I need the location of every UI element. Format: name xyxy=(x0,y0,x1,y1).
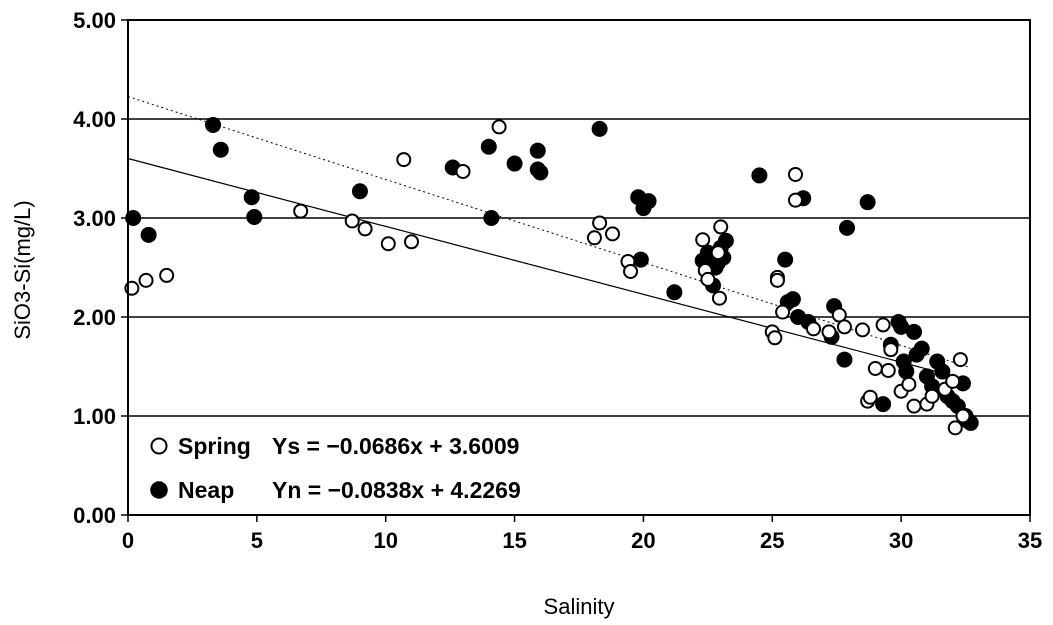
point-neap xyxy=(140,226,157,243)
point-spring xyxy=(787,192,803,208)
point-neap xyxy=(205,116,222,133)
point-spring xyxy=(592,215,608,231)
point-spring xyxy=(880,362,896,378)
point-spring xyxy=(455,163,471,179)
point-neap xyxy=(777,251,794,268)
legend-label-neap: Neap xyxy=(178,477,234,503)
point-spring xyxy=(862,389,878,405)
point-spring xyxy=(344,213,360,229)
point-spring xyxy=(867,360,883,376)
point-spring xyxy=(955,408,971,424)
point-neap xyxy=(506,155,523,172)
point-spring xyxy=(710,245,726,261)
point-neap xyxy=(784,291,801,308)
point-neap xyxy=(666,284,683,301)
x-tick-label: 30 xyxy=(889,528,913,553)
y-axis-ticks: 0.00 1.00 2.00 3.00 4.00 5.00 xyxy=(73,8,128,528)
point-neap xyxy=(532,164,549,181)
y-tick-label: 4.00 xyxy=(73,107,116,132)
legend-label-spring: Spring xyxy=(178,433,251,459)
point-neap xyxy=(212,141,229,158)
point-neap xyxy=(246,209,263,226)
point-spring xyxy=(713,219,729,235)
y-tick-label: 2.00 xyxy=(73,305,116,330)
point-spring xyxy=(945,373,961,389)
grid-lines xyxy=(128,118,1030,417)
point-neap xyxy=(243,189,260,206)
point-neap xyxy=(875,396,892,413)
point-neap xyxy=(913,340,930,357)
point-spring xyxy=(623,263,639,279)
point-spring xyxy=(854,322,870,338)
point-spring xyxy=(924,388,940,404)
point-neap xyxy=(640,193,657,210)
point-spring xyxy=(775,304,791,320)
point-neap xyxy=(751,167,768,184)
point-spring xyxy=(396,152,412,168)
x-tick-label: 20 xyxy=(631,528,655,553)
point-neap xyxy=(934,363,951,380)
point-spring xyxy=(906,398,922,414)
point-spring xyxy=(695,232,711,248)
point-neap xyxy=(529,142,546,159)
x-axis-label: Salinity xyxy=(544,594,615,619)
point-spring xyxy=(293,203,309,219)
legend-marker-neap xyxy=(150,481,168,499)
plot-area-frame xyxy=(127,19,1031,516)
point-neap xyxy=(351,183,368,200)
point-neap xyxy=(906,323,923,340)
x-tick-label: 5 xyxy=(251,528,263,553)
point-spring xyxy=(952,352,968,368)
point-neap xyxy=(859,194,876,211)
point-spring xyxy=(700,271,716,287)
point-spring xyxy=(159,267,175,283)
point-neap xyxy=(839,219,856,236)
trend-lines xyxy=(127,96,969,381)
point-spring xyxy=(836,319,852,335)
point-spring xyxy=(767,330,783,346)
point-spring xyxy=(491,119,507,135)
legend-equation-spring: Ys = −0.0686x + 3.6009 xyxy=(272,433,519,459)
y-tick-label: 3.00 xyxy=(73,206,116,231)
point-spring xyxy=(711,290,727,306)
x-tick-label: 15 xyxy=(502,528,526,553)
legend: Spring Ys = −0.0686x + 3.6009 Neap Yn = … xyxy=(150,433,521,503)
point-spring xyxy=(947,420,963,436)
point-spring xyxy=(875,317,891,333)
point-spring xyxy=(901,376,917,392)
y-tick-label: 0.00 xyxy=(73,503,116,528)
trendline-neap xyxy=(127,96,969,368)
point-spring xyxy=(357,221,373,237)
point-neap xyxy=(632,251,649,268)
point-neap xyxy=(717,232,734,249)
y-tick-label: 5.00 xyxy=(73,8,116,33)
point-spring xyxy=(586,230,602,246)
legend-equation-neap: Yn = −0.0838x + 4.2269 xyxy=(272,477,521,503)
point-spring xyxy=(380,236,396,252)
x-tick-label: 25 xyxy=(760,528,784,553)
point-neap xyxy=(591,120,608,137)
data-points xyxy=(124,116,979,436)
x-tick-label: 35 xyxy=(1018,528,1042,553)
point-spring xyxy=(605,226,621,242)
point-spring xyxy=(403,234,419,250)
point-spring xyxy=(138,272,154,288)
point-neap xyxy=(898,363,915,380)
point-spring xyxy=(883,342,899,358)
point-spring xyxy=(769,272,785,288)
x-tick-label: 10 xyxy=(373,528,397,553)
point-spring xyxy=(806,321,822,337)
point-spring xyxy=(821,324,837,340)
point-neap xyxy=(480,138,497,155)
x-tick-label: 0 xyxy=(122,528,134,553)
y-tick-label: 1.00 xyxy=(73,404,116,429)
point-spring xyxy=(787,166,803,182)
y-axis-label: SiO3-Si(mg/L) xyxy=(10,200,35,339)
x-axis-ticks: 0 5 10 15 20 25 30 35 xyxy=(122,515,1042,553)
legend-marker-spring xyxy=(150,437,168,455)
point-neap xyxy=(483,210,500,226)
point-neap xyxy=(836,351,853,368)
